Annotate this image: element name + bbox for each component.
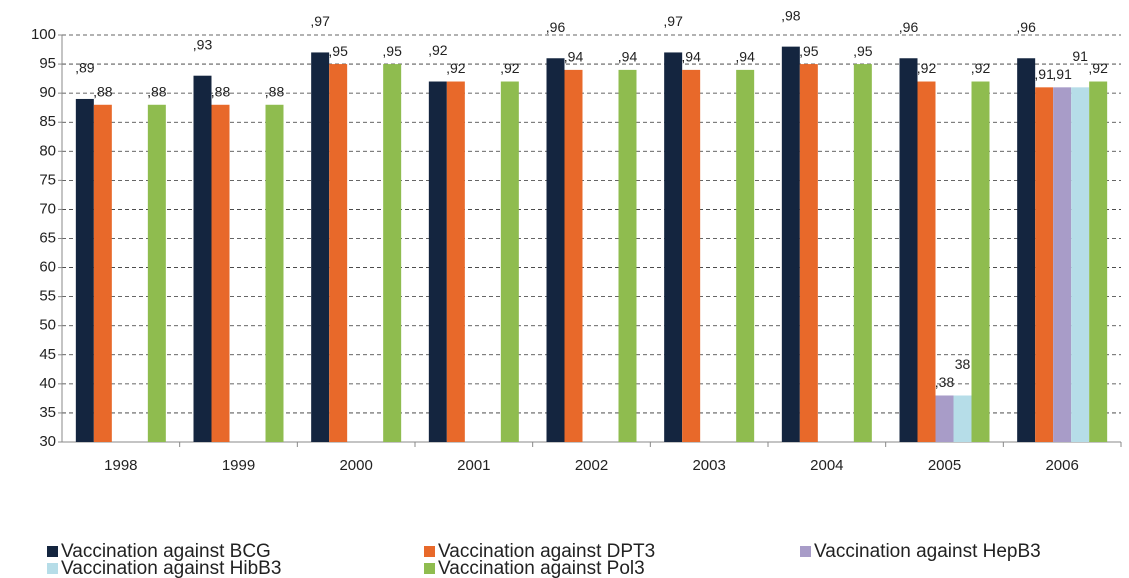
bar [500,81,519,442]
x-tick-label: 1999 [222,457,255,474]
x-tick-label: 1998 [104,457,137,474]
value-label: 38 [955,356,971,372]
value-label: ,95 [328,43,348,59]
value-label: ,94 [681,49,701,65]
bar [211,104,230,443]
y-tick-label: 30 [39,433,56,450]
y-tick-label: 100 [31,26,56,43]
y-tick-label: 35 [39,404,56,421]
value-label: ,96 [899,19,919,35]
bar [781,46,800,442]
value-label: 91 [1072,48,1088,64]
value-label: ,92 [428,42,448,58]
value-label: ,93 [193,36,213,52]
legend-swatch [47,546,58,557]
value-label: ,94 [735,49,755,65]
legend-swatch [424,563,435,574]
bar [971,81,990,442]
value-label: ,95 [382,43,402,59]
bar [1017,58,1036,442]
value-label: ,88 [147,83,167,99]
y-tick-label: 40 [39,375,56,392]
value-label: ,91 [1052,66,1072,82]
value-label: ,92 [446,60,466,76]
bar [799,64,818,443]
value-label: ,96 [1016,19,1036,35]
bar [93,104,112,443]
value-label: ,94 [618,49,638,65]
value-label: ,95 [853,43,873,59]
bar [953,395,972,442]
y-tick-label: 80 [39,142,56,159]
bar [147,104,166,443]
value-label: ,92 [1088,60,1108,76]
value-label: ,94 [564,49,584,65]
bar [546,58,565,442]
bar [1071,87,1090,442]
x-tick-label: 2000 [339,457,372,474]
legend-label: Vaccination against Pol3 [438,558,645,578]
value-label: ,88 [265,83,285,99]
value-label: ,95 [799,43,819,59]
x-tick-label: 2003 [692,457,725,474]
x-tick-label: 2006 [1045,457,1078,474]
legend-label: Vaccination against HepB3 [814,541,1041,562]
bar [935,395,954,442]
value-label: ,97 [663,13,683,29]
value-label: ,92 [971,60,991,76]
bar [917,81,936,442]
value-label: ,88 [93,83,113,99]
legend-label: Vaccination against DPT3 [438,541,655,562]
x-tick-label: 2004 [810,457,843,474]
legend-label: Vaccination against HibB3 [61,558,281,578]
value-label: ,92 [917,60,937,76]
bar [75,98,94,442]
value-label: ,96 [546,19,566,35]
y-tick-label: 60 [39,259,56,276]
bar [1053,87,1072,442]
x-tick-label: 2005 [928,457,961,474]
legend-swatch [47,563,58,574]
value-label: ,92 [500,60,520,76]
bar [564,69,583,442]
y-tick-label: 65 [39,229,56,246]
value-label: ,38 [935,374,955,390]
y-tick-label: 95 [39,55,56,72]
value-label: ,89 [75,60,95,76]
bar [664,52,683,442]
y-tick-label: 90 [39,84,56,101]
y-tick-label: 50 [39,317,56,334]
y-tick-label: 55 [39,288,56,305]
y-tick-label: 75 [39,171,56,188]
y-tick-label: 85 [39,113,56,130]
legend-swatch [424,546,435,557]
y-tick-label: 70 [39,200,56,217]
bar [193,75,212,442]
bar [899,58,918,442]
y-tick-label: 45 [39,346,56,363]
bar [383,64,402,443]
x-tick-label: 2001 [457,457,490,474]
bar [682,69,701,442]
legend-label: Vaccination against BCG [61,541,271,562]
bar [329,64,348,443]
value-label: ,88 [211,83,231,99]
bar [853,64,872,443]
legend-swatch [800,546,811,557]
value-label: ,97 [310,13,330,29]
bar [1035,87,1054,442]
bar [1089,81,1108,442]
bar [618,69,637,442]
bar [311,52,330,442]
bar [736,69,755,442]
bar [428,81,447,442]
bar [446,81,465,442]
value-label: ,91 [1034,66,1054,82]
x-tick-label: 2002 [575,457,608,474]
value-label: ,98 [781,7,801,23]
bar [265,104,284,443]
